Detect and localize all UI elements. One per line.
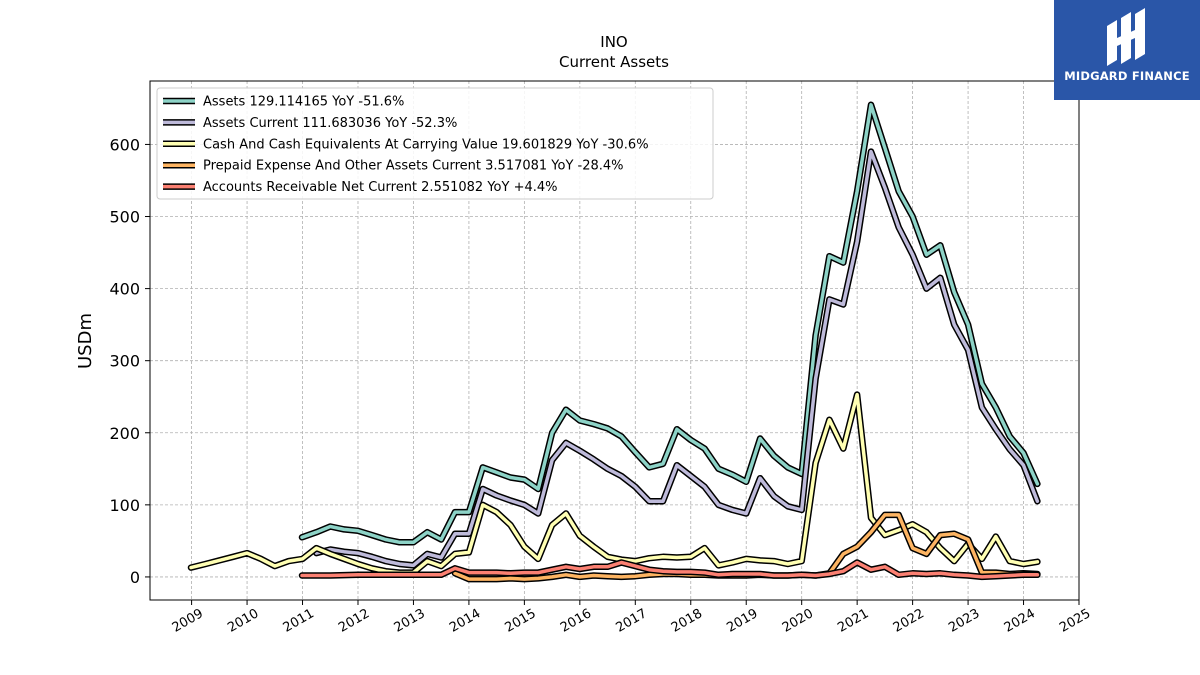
legend-label: Cash And Cash Equivalents At Carrying Va… [203,137,649,152]
x-tick-label: 2016 [558,606,594,636]
x-tick-label: 2025 [1057,606,1093,636]
y-axis: 0 100 200 300 400 500 600 [109,135,150,587]
y-tick-label: 0 [130,568,140,587]
y-tick-label: 100 [109,496,140,515]
brand-logo: MIDGARD FINANCE [1054,0,1200,100]
x-tick-label: 2019 [724,606,760,636]
x-tick-label: 2013 [392,606,428,636]
y-tick-label: 200 [109,424,140,443]
y-tick-label: 600 [109,135,140,154]
chart-series [187,101,1041,583]
series-line [300,560,1040,579]
series-line-outline [313,148,1041,569]
x-tick-label: 2018 [669,606,705,636]
legend-box [156,87,714,200]
legend-label: Prepaid Expense And Other Assets Current… [203,159,624,174]
x-tick-label: 2014 [447,606,483,636]
series-line [314,149,1040,568]
chart-subtitle: Current Assets [559,53,669,71]
logo-text: MIDGARD FINANCE [1064,69,1190,83]
logo-mark-icon [1107,8,1145,66]
x-tick-label: 2021 [835,606,871,636]
x-tick-label: 2022 [891,606,927,636]
x-tick-label: 2015 [503,606,539,636]
legend-label: Accounts Receivable Net Current 2.551082… [203,180,558,195]
x-tick-label: 2017 [613,606,649,636]
y-axis-label: USDm [75,313,96,369]
legend: Assets 129.114165 YoY -51.6% Assets Curre… [156,87,714,200]
series-line [189,392,1040,575]
y-tick-label: 500 [109,208,140,227]
x-tick-label: 2023 [946,606,982,636]
legend-label: Assets 129.114165 YoY -51.6% [203,95,404,110]
x-tick-label: 2020 [780,606,816,636]
x-tick-label: 2011 [281,606,317,636]
legend-label: Assets Current 111.683036 YoY -52.3% [203,116,457,131]
x-tick-label: 2024 [1002,606,1038,636]
y-tick-label: 300 [109,352,140,371]
chart-title: INO [600,33,627,51]
x-tick-label: 2009 [170,606,206,636]
plot-frame [149,80,1080,601]
x-axis: 2009 2010 2011 2012 2013 2014 2015 2016 2017 2018… [170,600,1093,636]
series-line [300,103,1040,545]
x-tick-label: 2010 [225,606,261,636]
x-tick-label: 2012 [336,606,372,636]
y-tick-label: 400 [109,280,140,299]
